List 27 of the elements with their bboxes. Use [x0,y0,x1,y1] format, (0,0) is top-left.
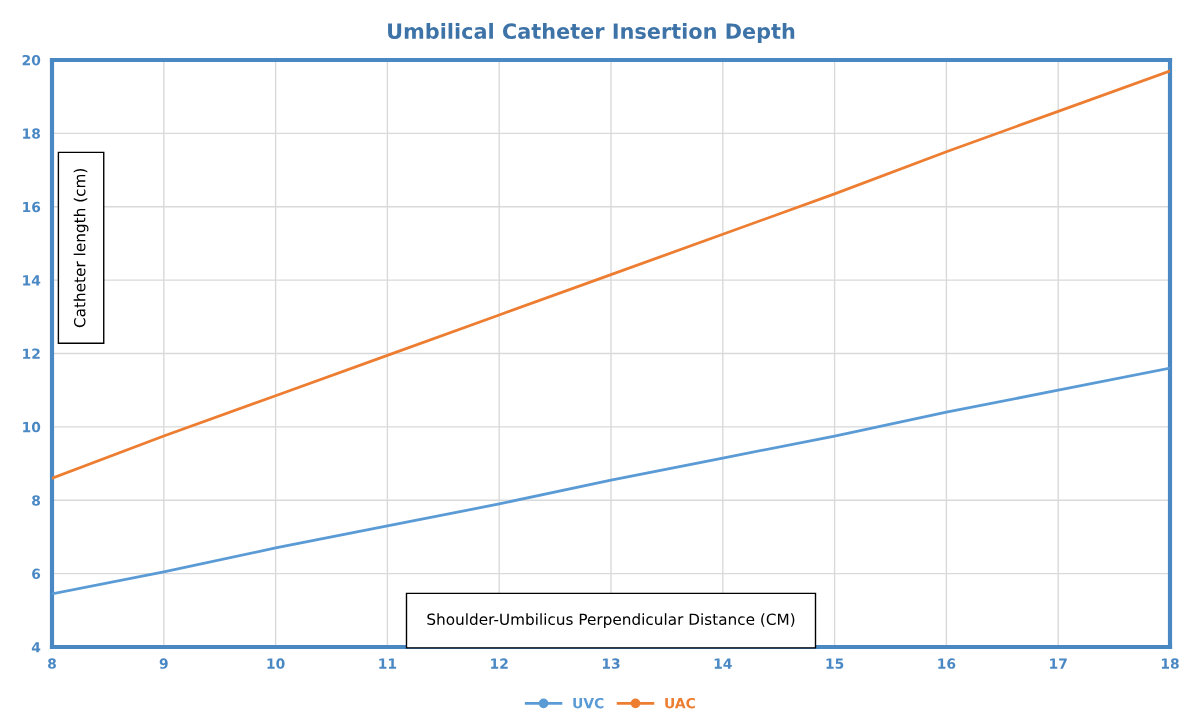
y-tick-label: 18 [23,128,41,139]
x-tick-label: 13 [602,658,620,669]
y-tick-label: 16 [23,201,41,213]
x-tick-label: 8 [48,658,56,669]
x-tick-label: 10 [267,658,285,669]
legend-label: UVC [573,697,604,709]
line-series [52,69,1170,480]
x-tick-label: 15 [826,658,844,669]
x-tick-label: 17 [1050,658,1067,669]
y-tick-label: 14 [23,275,41,286]
x-tick-label: 18 [1161,658,1179,669]
x-tick-label: 9 [159,658,168,669]
legend-label: UAC [665,697,695,709]
x-tick-label: 12 [491,658,508,669]
x-tick-label: 11 [379,658,397,669]
y-tick-label: 6 [32,568,41,580]
y-tick-label: 8 [32,495,41,506]
line-series [52,366,1170,596]
y-tick-label: 10 [23,421,41,433]
x-tick-label: 16 [938,658,956,669]
y-axis-title: Catheter length (cm) [73,168,89,328]
y-tick-label: 4 [31,642,41,653]
chart-title: Umbilical Catheter Insertion Depth [388,22,795,44]
y-tick-label: 20 [22,54,41,66]
x-tick-label: 14 [714,658,732,669]
x-axis-title: Shoulder-Umbilicus Perpendicular Distance (CM) [427,613,795,628]
y-tick-label: 12 [23,348,40,359]
